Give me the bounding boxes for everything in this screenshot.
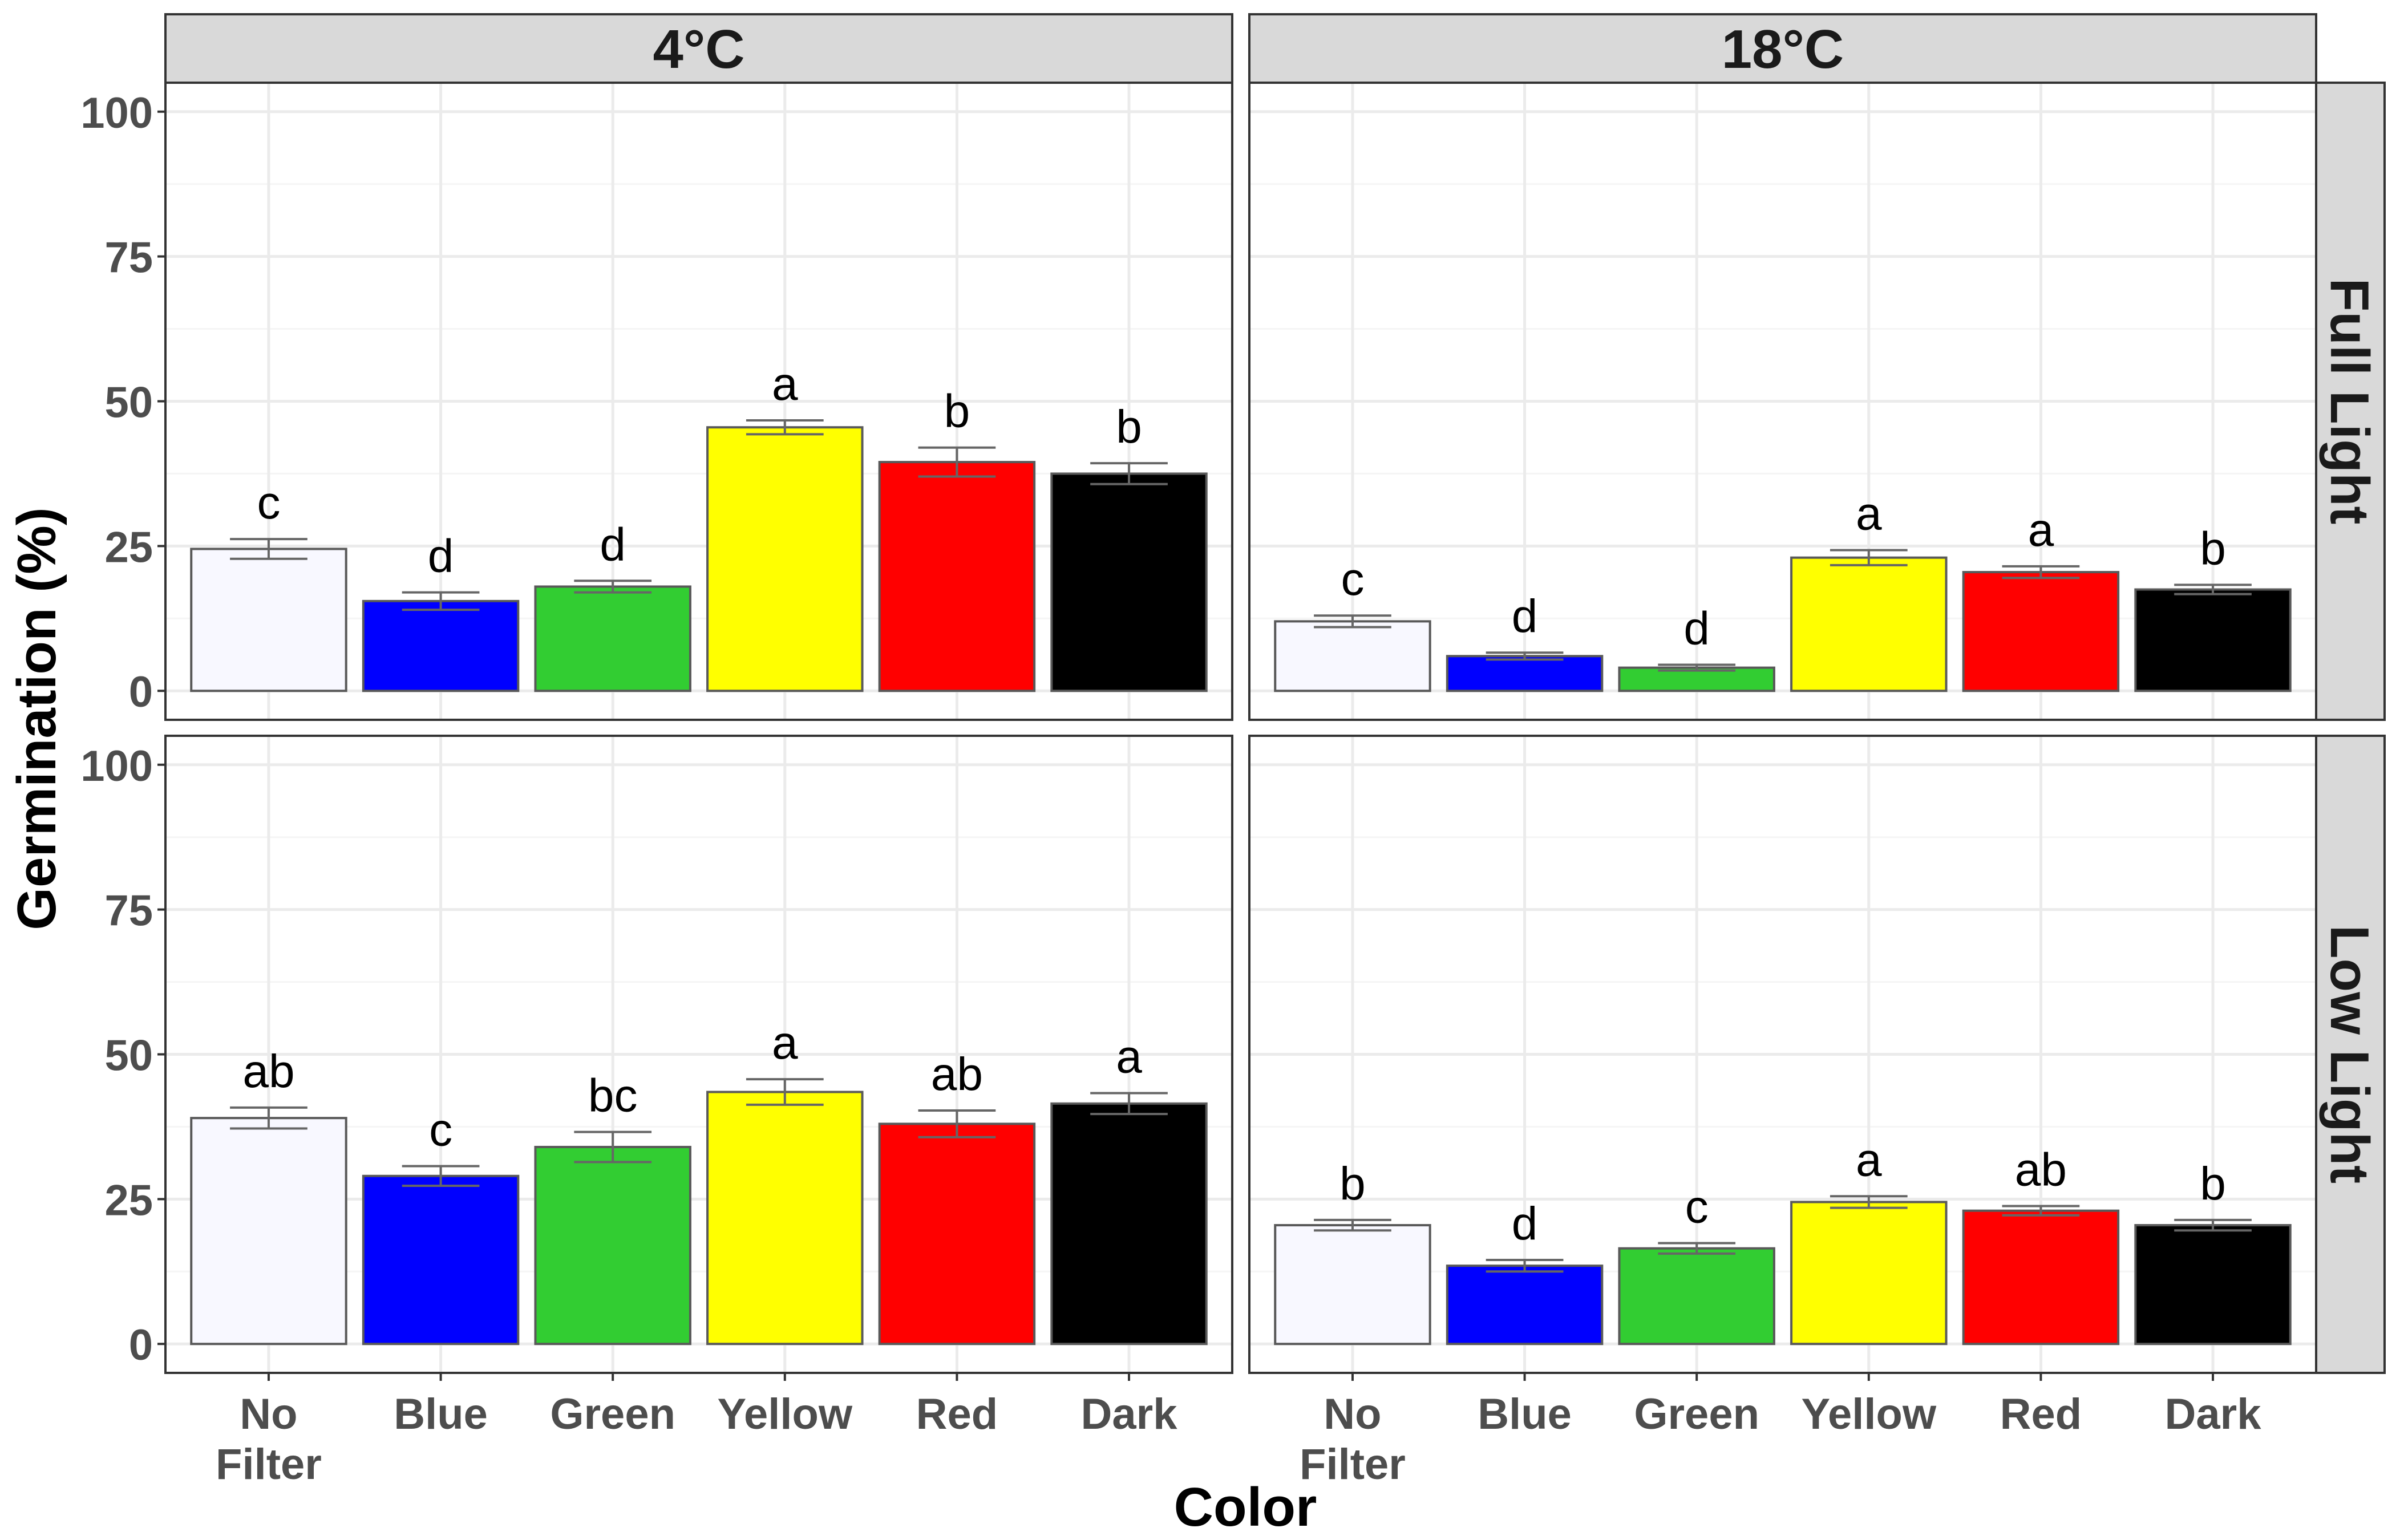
significance-letter: b — [2200, 522, 2226, 574]
bar — [1618, 1247, 1775, 1346]
y-tick-label: 50 — [104, 1032, 153, 1080]
bar — [1446, 1265, 1604, 1346]
significance-letter: d — [1683, 603, 1710, 655]
x-tick-label: Red — [2000, 1390, 2082, 1438]
y-tick-label: 100 — [80, 89, 153, 137]
significance-letter: a — [772, 1017, 798, 1069]
significance-letter: a — [1856, 488, 1882, 540]
y-axis-title: Germination (%) — [6, 507, 67, 930]
significance-letter: ab — [931, 1048, 983, 1100]
y-tick-label: 0 — [129, 1321, 153, 1369]
significance-letter: ab — [242, 1045, 294, 1097]
significance-letter: c — [257, 477, 280, 529]
significance-letter: a — [2028, 504, 2054, 556]
bar — [1050, 472, 1208, 692]
y-tick-label: 25 — [104, 523, 153, 572]
x-tick-label: No Filter — [216, 1390, 322, 1489]
bar — [534, 1145, 691, 1346]
bar — [190, 548, 347, 692]
bar — [534, 585, 691, 692]
bar — [190, 1117, 347, 1346]
column-strip-label: 4°C — [653, 19, 744, 80]
column-strip — [1248, 13, 2317, 84]
bar — [878, 1122, 1036, 1346]
y-tick-label: 0 — [129, 668, 153, 716]
bar — [1962, 571, 2120, 692]
significance-letter: d — [1512, 1198, 1538, 1250]
bar — [362, 1174, 520, 1346]
significance-letter: d — [428, 530, 454, 582]
significance-letter: d — [600, 518, 626, 570]
bar — [878, 461, 1036, 692]
bar — [1274, 1224, 1431, 1346]
row-strip-label: Low Light — [2319, 925, 2380, 1184]
column-strip-label: 18°C — [1722, 19, 1844, 80]
significance-letter: ab — [2015, 1144, 2067, 1196]
significance-letter: c — [1341, 553, 1364, 605]
facet-strips-layer: 4°C 18°C Full Light Low Light — [164, 13, 2386, 1374]
bar — [1790, 1201, 1948, 1346]
bar — [706, 426, 864, 692]
bar — [1274, 620, 1431, 692]
significance-letter: b — [944, 386, 970, 437]
row-strip — [2315, 735, 2386, 1374]
y-tick-label: 75 — [104, 234, 153, 282]
significance-letter: c — [429, 1104, 452, 1156]
x-tick-label: Blue — [1478, 1390, 1572, 1438]
bar — [362, 599, 520, 692]
bar — [706, 1091, 864, 1346]
y-tick-label: 100 — [80, 742, 153, 791]
x-axis-title: Color — [1174, 1477, 1317, 1538]
significance-letter: a — [772, 358, 798, 410]
bar — [2134, 588, 2292, 692]
row-strip — [2315, 82, 2386, 721]
y-tick-label: 50 — [104, 379, 153, 427]
significance-letter: d — [1512, 590, 1538, 642]
x-tick-label: Green — [1634, 1390, 1759, 1438]
column-strip — [164, 13, 1233, 84]
bar — [1962, 1209, 2120, 1346]
x-tick-label: Dark — [1081, 1390, 1178, 1438]
significance-letter: b — [2200, 1158, 2226, 1210]
x-tick-label: Blue — [394, 1390, 488, 1438]
x-tick-label: Dark — [2165, 1390, 2262, 1438]
x-tick-label: Yellow — [1802, 1390, 1937, 1438]
x-tick-label: Red — [916, 1390, 998, 1438]
bar — [2134, 1224, 2292, 1346]
significance-letter: a — [1116, 1031, 1142, 1083]
bars-layer — [190, 426, 2292, 1346]
significance-letter: b — [1116, 401, 1142, 453]
error-bars-layer — [230, 419, 2252, 1273]
significance-letter: b — [1339, 1158, 1366, 1210]
row-strip-label: Full Light — [2319, 278, 2380, 525]
y-tick-label: 25 — [104, 1176, 153, 1225]
bar — [1446, 655, 1604, 692]
x-tick-label: No Filter — [1300, 1390, 1406, 1489]
y-tick-label: 75 — [104, 887, 153, 935]
significance-letter: bc — [588, 1070, 638, 1122]
bar — [1050, 1102, 1208, 1346]
significance-letter: c — [1685, 1181, 1709, 1233]
x-tick-label: Green — [550, 1390, 675, 1438]
x-tick-label: Yellow — [718, 1390, 853, 1438]
bar — [1790, 556, 1948, 692]
significance-letter: a — [1856, 1134, 1882, 1186]
axes-layer: 0 25 50 75 100 0 25 50 75 100 No Filter Blue Green Yel… — [80, 89, 2261, 1489]
